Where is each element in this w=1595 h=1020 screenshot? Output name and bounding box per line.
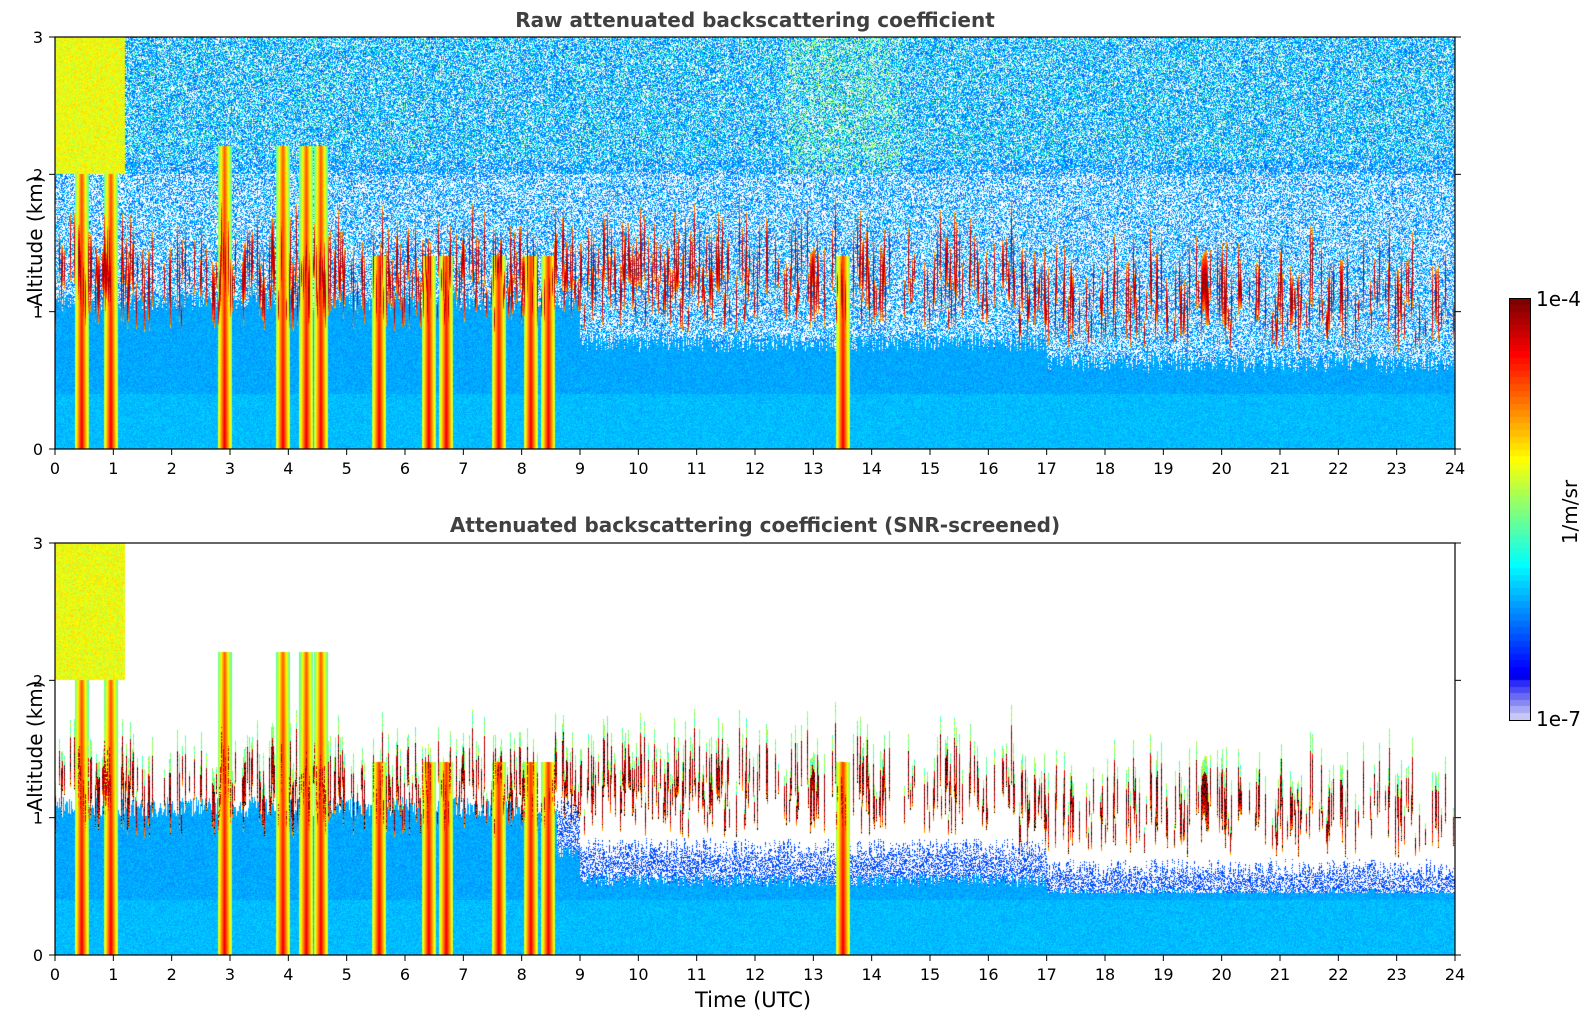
top-xtick-label: 5 — [342, 459, 352, 478]
top-xtick-label: 4 — [283, 459, 293, 478]
top-xtick-label: 3 — [225, 459, 235, 478]
bottom-xtick-label: 17 — [1036, 965, 1056, 984]
top-xtick-label: 0 — [50, 459, 60, 478]
bottom-ytick-label: 0 — [33, 946, 43, 965]
bottom-xtick-label: 23 — [1386, 965, 1406, 984]
top-xtick-label: 12 — [745, 459, 765, 478]
top-xtick-label: 8 — [517, 459, 527, 478]
bottom-xtick-label: 2 — [167, 965, 177, 984]
top-panel-title: Raw attenuated backscattering coefficien… — [515, 8, 995, 32]
bottom-xtick-label: 3 — [225, 965, 235, 984]
top-xtick-label: 24 — [1445, 459, 1465, 478]
top-ytick-label: 2 — [33, 165, 43, 184]
bottom-xtick-label: 22 — [1328, 965, 1348, 984]
bottom-xtick-label: 4 — [283, 965, 293, 984]
bottom-xtick-label: 19 — [1153, 965, 1173, 984]
top-axes: 0 1 2 3 4 5 6 7 8 9 10 11 12 13 14 15 16 17 18 19 20 21 22 23 24… — [33, 28, 1465, 478]
bottom-xtick-label: 24 — [1445, 965, 1465, 984]
bottom-xtick-label: 6 — [400, 965, 410, 984]
top-xtick-label: 9 — [575, 459, 585, 478]
top-xtick-label: 1 — [108, 459, 118, 478]
top-frame — [54, 36, 1456, 450]
top-xtick-label: 15 — [920, 459, 940, 478]
top-xtick-label: 14 — [861, 459, 881, 478]
bottom-xtick-label: 13 — [803, 965, 823, 984]
bottom-xtick-label: 21 — [1270, 965, 1290, 984]
bottom-xtick-label: 7 — [458, 965, 468, 984]
bottom-xtick-label: 0 — [50, 965, 60, 984]
colorbar — [1509, 298, 1531, 721]
bottom-frame — [54, 542, 1456, 956]
top-xtick-label: 18 — [1095, 459, 1115, 478]
top-xtick-label: 22 — [1328, 459, 1348, 478]
top-xtick-label: 11 — [686, 459, 706, 478]
top-ytick-label: 1 — [33, 303, 43, 322]
top-xtick-label: 21 — [1270, 459, 1290, 478]
bottom-ytick-label: 3 — [33, 534, 43, 553]
top-xtick-label: 7 — [458, 459, 468, 478]
top-xtick-label: 6 — [400, 459, 410, 478]
bottom-xtick-label: 10 — [628, 965, 648, 984]
bottom-xtick-label: 18 — [1095, 965, 1115, 984]
bottom-xtick-label: 12 — [745, 965, 765, 984]
top-heatmap — [55, 37, 1455, 449]
top-xtick-label: 17 — [1036, 459, 1056, 478]
bottom-xtick-label: 11 — [686, 965, 706, 984]
colorbar-max-label: 1e-4 — [1536, 287, 1581, 311]
bottom-xtick-label: 9 — [575, 965, 585, 984]
top-xtick-label: 16 — [978, 459, 998, 478]
bottom-xtick-label: 8 — [517, 965, 527, 984]
top-xtick-label: 19 — [1153, 459, 1173, 478]
bottom-xtick-label: 15 — [920, 965, 940, 984]
top-heatmap-panel: 0 1 2 3 4 5 6 7 8 9 10 11 12 13 14 15 16 17 18 19 20 21 22 23 24… — [33, 28, 1465, 478]
bottom-xtick-label: 20 — [1211, 965, 1231, 984]
colorbar-min-label: 1e-7 — [1536, 707, 1581, 731]
bottom-ytick-label: 2 — [33, 671, 43, 690]
colorbar-unit-label: 1/m/sr — [1558, 479, 1582, 545]
bottom-panel-ylabel: Altitude (km) — [23, 680, 47, 812]
bottom-heatmap-panel: 0 1 2 3 4 5 6 7 8 9 10 11 12 13 14 15 16 17 18 19 20 21 22 23 24… — [33, 534, 1465, 984]
bottom-xtick-label: 14 — [861, 965, 881, 984]
top-xtick-label: 20 — [1211, 459, 1231, 478]
top-panel-ylabel: Altitude (km) — [23, 175, 47, 307]
bottom-xtick-label: 5 — [342, 965, 352, 984]
bottom-heatmap — [55, 543, 1455, 955]
top-xtick-label: 2 — [167, 459, 177, 478]
bottom-axes: 0 1 2 3 4 5 6 7 8 9 10 11 12 13 14 15 16 17 18 19 20 21 22 23 24… — [33, 534, 1465, 984]
bottom-xtick-label: 16 — [978, 965, 998, 984]
top-xtick-label: 13 — [803, 459, 823, 478]
bottom-xtick-label: 1 — [108, 965, 118, 984]
bottom-panel-xlabel: Time (UTC) — [695, 988, 812, 1012]
top-ytick-label: 0 — [33, 440, 43, 459]
top-xtick-label: 23 — [1386, 459, 1406, 478]
bottom-panel-title: Attenuated backscattering coefficient (S… — [449, 513, 1061, 537]
top-ytick-label: 3 — [33, 28, 43, 47]
bottom-ytick-label: 1 — [33, 809, 43, 828]
top-xtick-label: 10 — [628, 459, 648, 478]
